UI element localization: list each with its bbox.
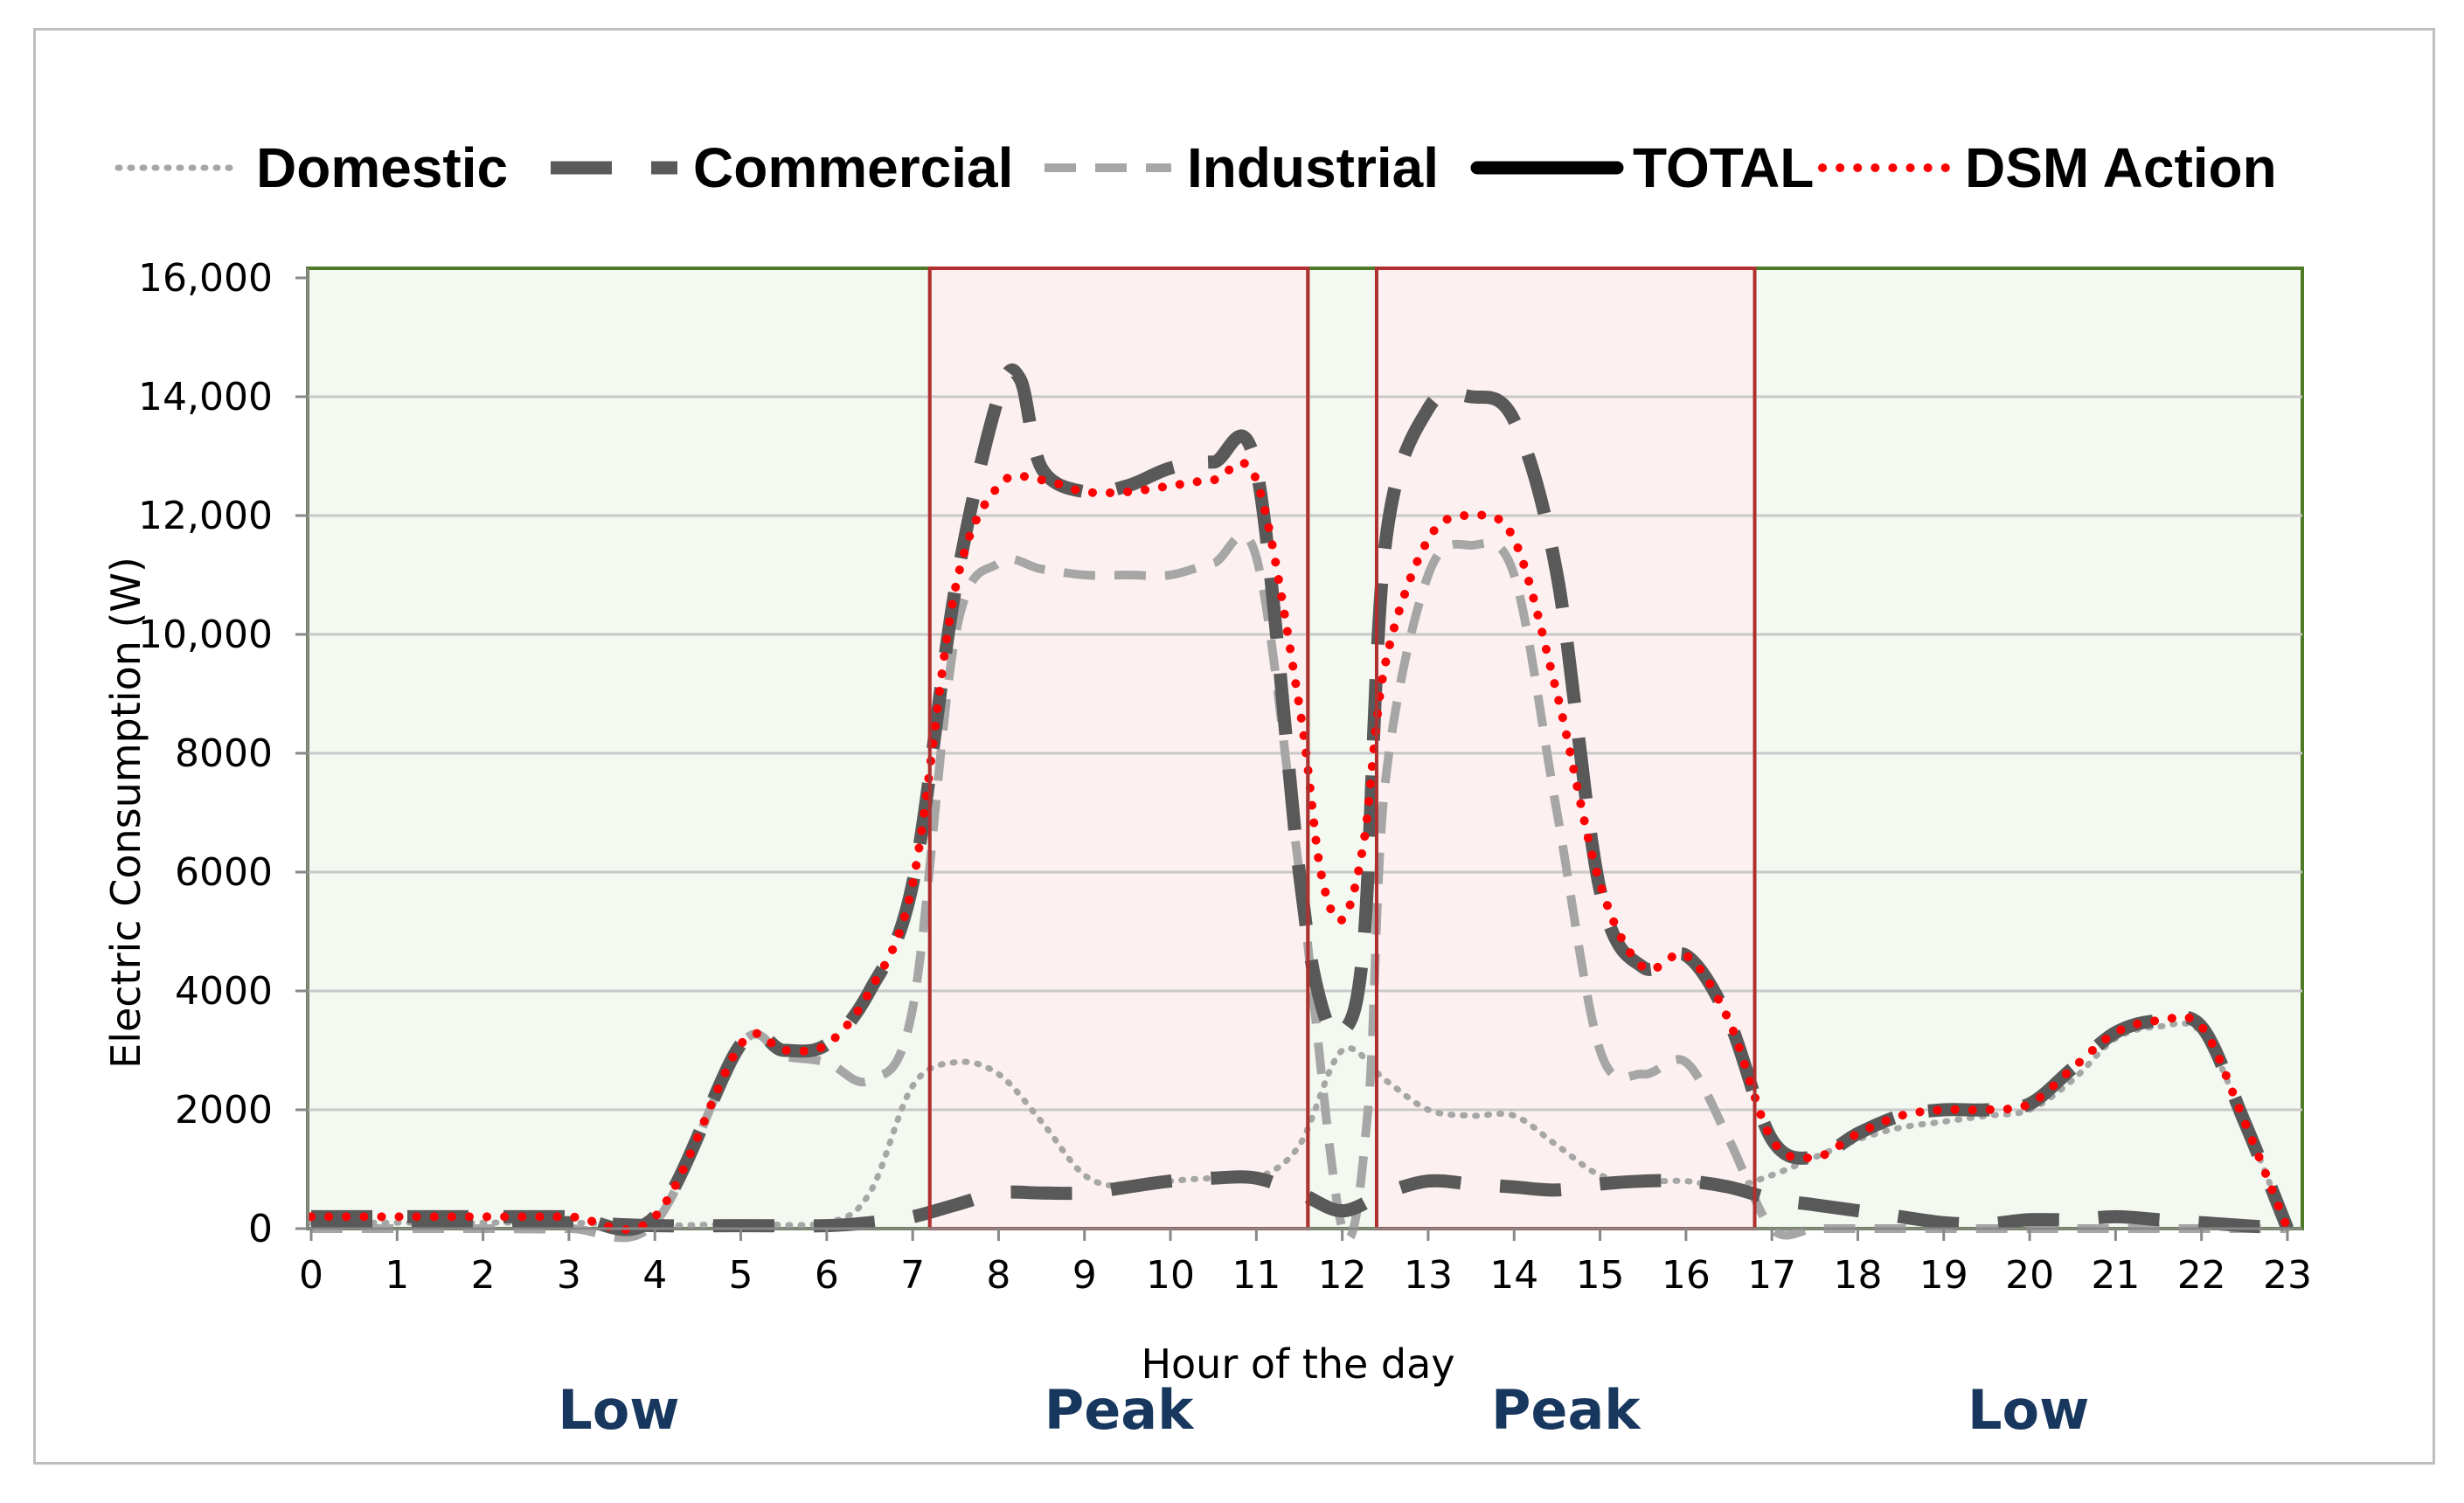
x-tick-label: 5 [729, 1253, 753, 1298]
x-tick-label: 2 [471, 1253, 496, 1298]
x-tick-label: 10 [1146, 1253, 1195, 1298]
legend: Domestic Commercial Industrial TOTAL DSM Act… [115, 136, 2277, 199]
x-tick-label: 12 [1318, 1253, 1367, 1298]
y-tick-label: 12,000 [138, 494, 273, 538]
x-tick-label: 17 [1747, 1253, 1796, 1298]
x-tick-label: 21 [2091, 1253, 2140, 1298]
y-tick-label: 4000 [175, 969, 273, 1014]
axes [295, 268, 2302, 1241]
series-line-total [311, 363, 2294, 1236]
y-axis-title: Electric Consumption (W) [102, 557, 149, 1069]
x-tick-label: 13 [1404, 1253, 1453, 1298]
period-band-peak [929, 268, 1308, 1229]
x-tick-label: 1 [385, 1253, 409, 1298]
legend-item-industrial: Industrial [1045, 136, 1439, 199]
legend-label-total: TOTAL [1633, 136, 1814, 199]
x-tick-label: 8 [986, 1253, 1010, 1298]
legend-label-industrial: Industrial [1187, 136, 1439, 199]
legend-item-total: TOTAL [1470, 136, 1814, 199]
gridlines [308, 395, 2302, 1112]
period-label-peak: Peak [1491, 1378, 1642, 1442]
y-tick-label: 16,000 [138, 256, 273, 301]
x-tick-label: 18 [1833, 1253, 1882, 1298]
legend-item-commercial: Commercial [551, 136, 1013, 199]
x-tick-label: 11 [1232, 1253, 1281, 1298]
period-bands [306, 267, 2304, 1230]
x-tick-label: 23 [2263, 1253, 2312, 1298]
x-tick-label: 4 [642, 1253, 667, 1298]
y-tick-label: 2000 [175, 1088, 273, 1132]
x-axis-title: Hour of the day [1141, 1340, 1454, 1388]
series-line-commercial [311, 1170, 2288, 1236]
legend-item-dsm-action: DSM Action [1818, 136, 2277, 199]
x-tick-label: 7 [900, 1253, 925, 1298]
period-band-low [1754, 268, 2302, 1229]
legend-label-domestic: Domestic [256, 136, 508, 199]
x-tick-label: 19 [1919, 1253, 1968, 1298]
period-label-low: Low [1968, 1378, 2089, 1442]
x-tick-label: 22 [2177, 1253, 2226, 1298]
x-tick-label: 16 [1662, 1253, 1711, 1298]
y-tick-label: 8000 [175, 731, 273, 776]
period-label-low: Low [558, 1378, 679, 1442]
tick-labels: 0 1 2 3 4 5 6 7 8 9 10 11 12 13 14 15 16 17 18 19 20 21 22 2302… [138, 256, 2312, 1298]
legend-item-domestic: Domestic [115, 136, 508, 199]
x-tick-label: 14 [1489, 1253, 1538, 1298]
legend-label-dsm-action: DSM Action [1965, 136, 2277, 199]
x-tick-label: 15 [1576, 1253, 1625, 1298]
y-tick-label: 14,000 [138, 375, 273, 419]
x-tick-label: 0 [299, 1253, 323, 1298]
legend-label-commercial: Commercial [693, 136, 1013, 199]
period-labels: Low Peak Peak Low [558, 1378, 2089, 1442]
x-tick-label: 3 [557, 1253, 581, 1298]
period-band-low [308, 268, 930, 1229]
x-tick-label: 9 [1072, 1253, 1097, 1298]
y-tick-label: 0 [248, 1207, 273, 1251]
y-tick-label: 6000 [175, 850, 273, 895]
y-tick-label: 10,000 [138, 613, 273, 657]
period-label-peak: Peak [1045, 1378, 1195, 1442]
x-tick-label: 20 [2005, 1253, 2054, 1298]
x-tick-label: 6 [815, 1253, 839, 1298]
